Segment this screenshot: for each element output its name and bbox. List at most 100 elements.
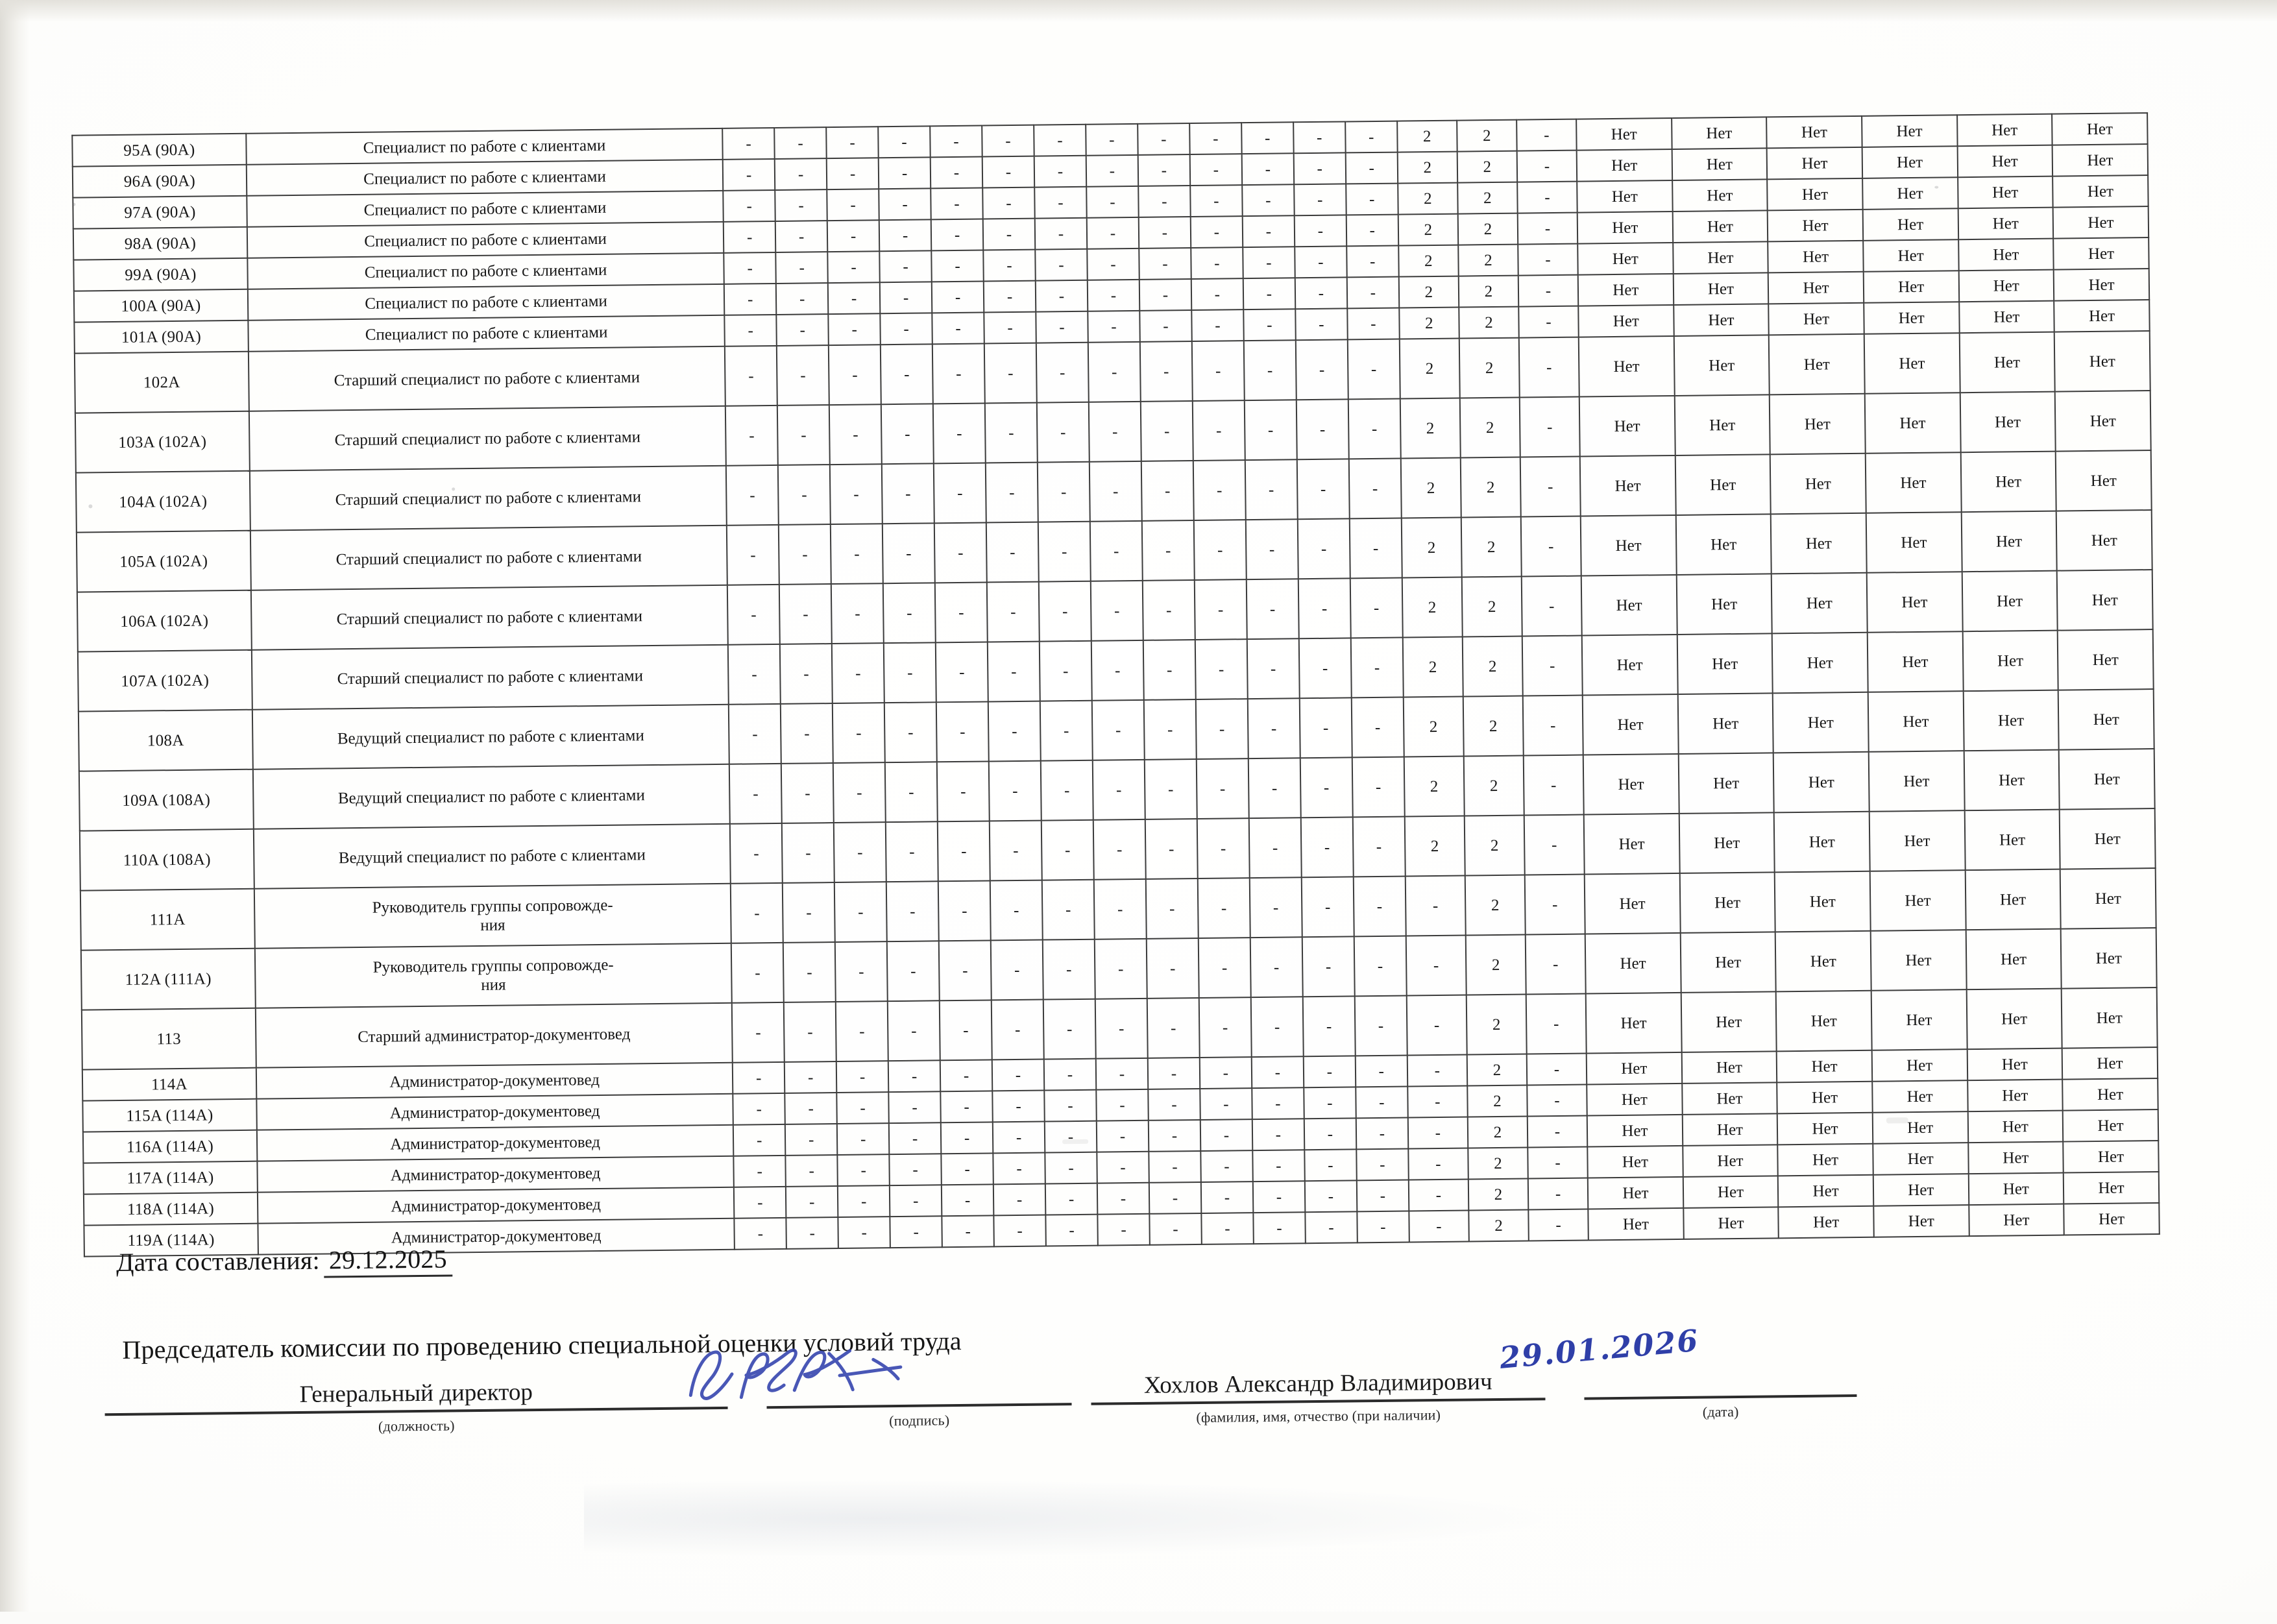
row-number-cell: 101A (90A): [74, 320, 249, 354]
row-class-value-cell: 2: [1457, 182, 1518, 214]
row-dash-cell: -: [775, 252, 828, 284]
row-position-cell: Специалист по работе с клиентами: [248, 315, 725, 352]
row-dash-cell: -: [1297, 518, 1350, 579]
row-position-cell: Администратор-документовед: [257, 1156, 735, 1193]
row-dash-cell: -: [827, 220, 880, 252]
row-dash-cell: -: [1354, 936, 1407, 997]
row-dash-cell: -: [1092, 759, 1145, 820]
row-guarantee-cell: Нет: [1869, 810, 1966, 871]
sout-results-table: 95A (90A) Специалист по работе с клиентам…: [71, 112, 2160, 1257]
row-dash-cell: -: [879, 282, 932, 314]
row-guarantee-cell: Нет: [1963, 690, 2059, 751]
row-dash-cell: -: [932, 343, 985, 404]
row-dash-cell: -: [1356, 1086, 1408, 1119]
row-guarantee-cell: Нет: [1964, 749, 2060, 811]
row-guarantee-cell: Нет: [1968, 1204, 2064, 1237]
row-dash-cell: -: [780, 703, 833, 764]
row-guarantee-cell: Нет: [1587, 1114, 1683, 1147]
scan-smear: [1886, 1117, 1908, 1124]
row-dash-cell: -: [1302, 996, 1356, 1057]
row-dash-cell: -: [1252, 1119, 1305, 1151]
row-guarantee-cell: Нет: [1774, 871, 1871, 932]
row-dash-cell: -: [1247, 698, 1300, 759]
row-dash-cell: -: [1294, 215, 1347, 247]
scan-smudge: [584, 1479, 1557, 1557]
row-guarantee-cell: Нет: [1683, 1176, 1779, 1208]
row-class-value-cell: -: [1524, 814, 1585, 875]
row-dash-cell: -: [724, 283, 777, 315]
row-dash-cell: -: [1250, 937, 1303, 998]
row-dash-cell: -: [1145, 878, 1199, 939]
row-class-value-cell: 2: [1466, 994, 1527, 1055]
row-dash-cell: -: [983, 249, 1036, 282]
row-guarantee-cell: Нет: [1683, 1207, 1779, 1239]
row-dash-cell: -: [722, 158, 775, 191]
row-dash-cell: -: [881, 463, 934, 524]
row-dash-cell: -: [1089, 461, 1142, 522]
row-dash-cell: -: [1034, 155, 1087, 188]
row-class-value-cell: 2: [1399, 338, 1460, 399]
row-guarantee-cell: Нет: [1962, 630, 2058, 692]
row-dash-cell: -: [775, 189, 827, 221]
row-guarantee-cell: Нет: [1957, 145, 2053, 178]
scan-edge-shadow-top: [0, 0, 2277, 22]
row-dash-cell: -: [889, 1154, 942, 1186]
scan-smear: [1062, 1139, 1089, 1145]
row-dash-cell: -: [993, 1215, 1046, 1247]
row-dash-cell: -: [931, 250, 984, 282]
row-dash-cell: -: [941, 1153, 993, 1185]
row-guarantee-cell: Нет: [1769, 333, 1865, 395]
scan-speck: [452, 487, 456, 491]
row-guarantee-cell: Нет: [1778, 1206, 1874, 1239]
row-dash-cell: -: [836, 1123, 890, 1156]
row-position-cell: Ведущий специалист по работе с клиентами: [253, 823, 731, 889]
row-guarantee-cell: Нет: [1777, 1143, 1873, 1176]
row-guarantee-cell: Нет: [1580, 515, 1677, 576]
row-dash-cell: -: [1090, 520, 1143, 581]
row-dash-cell: -: [1041, 819, 1094, 880]
row-class-value-cell: 2: [1465, 934, 1526, 995]
row-dash-cell: -: [784, 1061, 837, 1093]
row-guarantee-cell: Нет: [1772, 632, 1868, 694]
row-dash-cell: -: [1034, 217, 1088, 250]
row-dash-cell: -: [1345, 121, 1398, 153]
row-guarantee-cell: Нет: [1866, 572, 1963, 633]
row-dash-cell: -: [827, 189, 879, 221]
signatory-position-field: Генеральный директор (должность): [104, 1376, 728, 1438]
row-position-cell: Старший специалист по работе с клиентами: [249, 465, 727, 531]
row-class-value-cell: -: [1523, 755, 1584, 816]
row-class-value-cell: 2: [1396, 120, 1457, 152]
row-class-value-cell: 2: [1461, 516, 1522, 577]
row-guarantee-cell: Нет: [2053, 237, 2149, 270]
row-dash-cell: -: [1200, 1119, 1253, 1151]
row-dash-cell: -: [1138, 154, 1191, 186]
row-class-value-cell: 2: [1400, 398, 1461, 459]
row-dash-cell: -: [889, 1185, 942, 1217]
row-guarantee-cell: Нет: [1774, 811, 1870, 873]
row-dash-cell: -: [1242, 215, 1295, 248]
row-dash-cell: -: [834, 882, 887, 943]
row-class-value-cell: -: [1527, 1115, 1588, 1148]
row-dash-cell: -: [1088, 341, 1141, 402]
row-dash-cell: -: [1298, 578, 1351, 639]
row-dash-cell: -: [1241, 153, 1295, 186]
row-dash-cell: -: [1295, 308, 1348, 341]
row-position-cell: Администратор-документовед: [256, 1062, 733, 1099]
scan-speck: [72, 202, 76, 206]
row-guarantee-cell: Нет: [1682, 1145, 1779, 1177]
row-dash-cell: -: [1036, 402, 1090, 463]
row-guarantee-cell: Нет: [2057, 629, 2154, 690]
row-class-value-cell: 2: [1459, 397, 1520, 458]
row-position-cell: Администратор-документовед: [256, 1093, 733, 1130]
row-guarantee-cell: Нет: [1587, 1083, 1683, 1116]
row-dash-cell: -: [1086, 123, 1138, 156]
row-class-value-cell: 2: [1457, 213, 1518, 245]
row-dash-cell: -: [990, 939, 1043, 1000]
row-guarantee-cell: Нет: [1773, 751, 1869, 813]
row-dash-cell: -: [883, 642, 936, 703]
row-class-value-cell: -: [1527, 1084, 1587, 1117]
row-guarantee-cell: Нет: [1768, 240, 1864, 273]
handwritten-signature-icon: [688, 1348, 903, 1400]
signatory-fio-caption: (фамилия, имя, отчество (при наличии): [1196, 1406, 1441, 1426]
